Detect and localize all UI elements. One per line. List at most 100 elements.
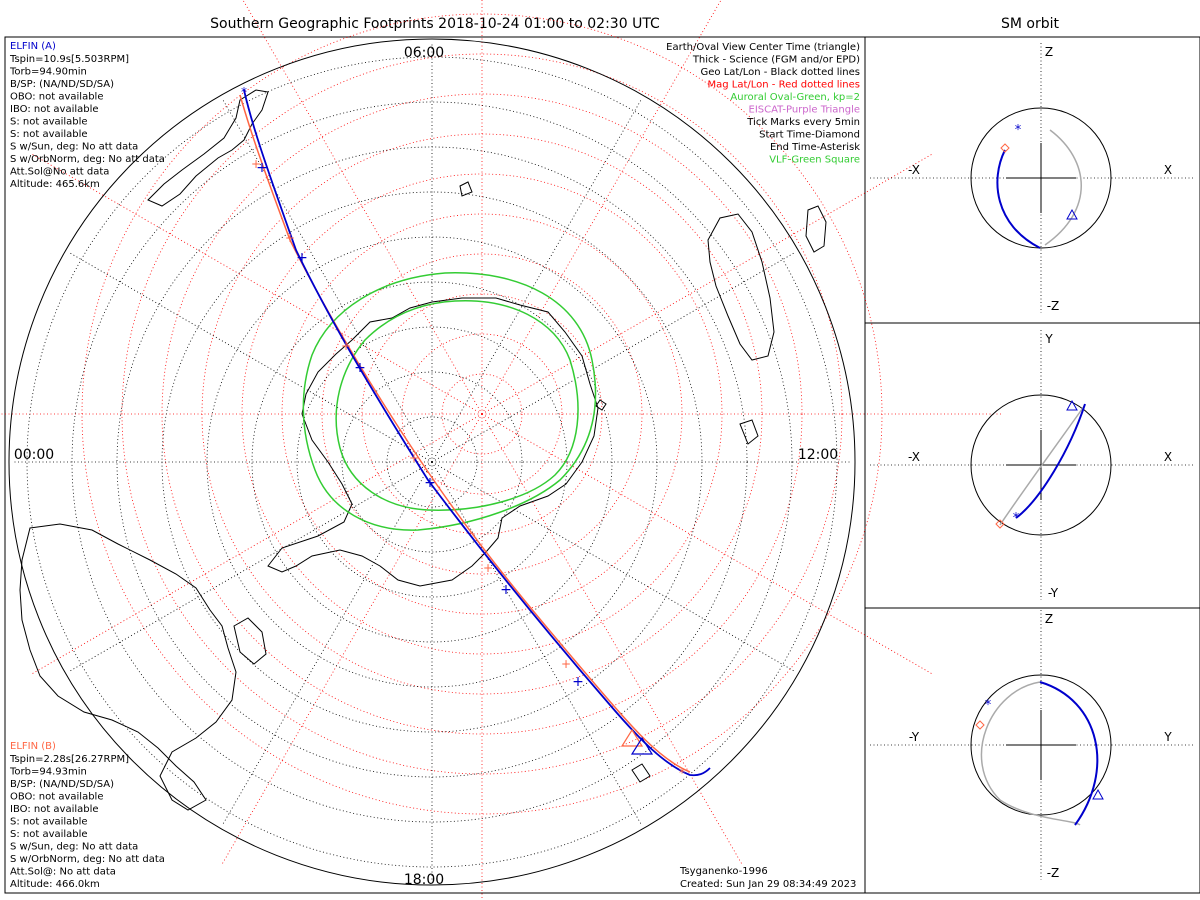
tick-mark: + (354, 360, 366, 376)
orbit-track (1039, 681, 1099, 826)
clock-label-right: 12:00 (798, 447, 838, 463)
elfin-a-label: ELFIN (A) (10, 41, 56, 52)
mag-lat-circle (121, 53, 843, 775)
mag-lat-circle (241, 173, 723, 655)
view-center-triangle (630, 736, 654, 755)
info-line: Att.Sol@: No att data (10, 867, 116, 878)
orbit-track (1015, 403, 1086, 519)
orbit-diamond (1000, 143, 1010, 153)
orbit-shadow (999, 404, 1086, 526)
australia-coastline (19, 523, 237, 811)
antarctica-coastline (267, 297, 599, 587)
info-line: S: not available (10, 817, 88, 828)
mag-lon-line (481, 413, 743, 865)
mag-lat-circle (161, 93, 803, 735)
orbit-track (996, 149, 1041, 249)
info-line: Altitude: 465.6km (10, 179, 100, 190)
legend-entry: End Time-Asterisk (770, 142, 860, 153)
elfin-b-info: ELFIN (B) Tspin=2.28s[26.27RPM] Torb=94.9… (9, 741, 165, 890)
info-line: IBO: not available (10, 804, 99, 815)
sm-orbit-panels: * Z -Z -X X * Y -Y -X X * Z -Z -Y Y (870, 43, 1195, 880)
mag-lat-circle (321, 253, 643, 575)
earth-circle (970, 674, 1112, 816)
info-line: S w/OrbNorm, deg: No att data (10, 154, 165, 165)
mag-lon-line (481, 153, 933, 415)
auroral-oval-inner (335, 299, 579, 511)
sm-axis-label: -Z (1047, 299, 1060, 313)
sm-axis-label: Y (1163, 730, 1172, 744)
view-center-triangle-b (620, 728, 644, 747)
earth-circle (970, 107, 1112, 249)
auroral-oval-outer (302, 272, 597, 531)
tick-mark-b: + (561, 657, 571, 671)
orbit-diamond (995, 519, 1005, 529)
legend-entry: Tick Marks every 5min (746, 117, 860, 128)
tick-mark: + (296, 250, 308, 266)
sm-axis-label: -Y (909, 730, 920, 744)
info-line: Tspin=2.28s[26.27RPM] (9, 754, 129, 765)
orbit-triangle (1066, 208, 1078, 220)
tick-mark-b: + (341, 339, 351, 353)
info-line: Torb=94.90min (9, 67, 87, 78)
island-coastline (631, 763, 651, 783)
info-line: S w/Sun, deg: No att data (10, 842, 138, 853)
info-line: S: not available (10, 117, 88, 128)
sm-panel: * Y -Y -X X (870, 330, 1195, 600)
orbit-asterisk: * (985, 698, 992, 713)
model-label: Tsyganenko-1996 (679, 866, 768, 877)
legend-entry: VLF-Green Square (769, 155, 860, 166)
clock-label-bottom: 18:00 (404, 872, 444, 888)
geo-lon-line (68, 251, 433, 463)
legend-entry: Auroral Oval-Green, kp=2 (730, 92, 860, 103)
info-line: B/SP: (NA/ND/SD/SA) (10, 79, 114, 90)
orbit-triangle (1066, 399, 1078, 411)
info-line: Tspin=10.9s[5.503RPM] (9, 54, 129, 65)
mag-lon-line (481, 0, 722, 415)
orbit-triangle (1092, 788, 1104, 800)
footprint-tracks (239, 89, 711, 777)
start-asterisk: * (241, 85, 247, 99)
africa-coastline (707, 213, 775, 361)
mag-lon-line (31, 413, 483, 675)
legend: Earth/Oval View Center Time (triangle) Th… (666, 42, 860, 166)
info-line: S: not available (10, 129, 88, 140)
orbit-shadow (1044, 129, 1082, 246)
legend-entry: Mag Lat/Lon - Red dotted lines (707, 80, 860, 91)
geo-lon-line (431, 461, 796, 673)
mag-lat-circle (401, 333, 563, 495)
geo-lon-line (68, 461, 433, 673)
legend-entry: EISCAT-Purple Triangle (749, 105, 861, 116)
info-line: Att.Sol@No att data (10, 167, 109, 178)
clock-label-top: 06:00 (404, 45, 444, 61)
orbit-asterisk: * (1013, 511, 1020, 526)
mag-lon-line (221, 413, 483, 865)
info-line: S w/OrbNorm, deg: No att data (10, 854, 165, 865)
sm-axis-label: Y (1044, 332, 1053, 346)
tick-mark-b: + (409, 451, 419, 465)
orbit-shadow (980, 681, 1081, 826)
geo-lon-line (431, 98, 643, 463)
info-line: Torb=94.93min (9, 767, 87, 778)
elfin-a-track (243, 89, 711, 777)
mag-lon-line (31, 153, 483, 415)
geo-lon-line (431, 251, 796, 463)
legend-entry: Geo Lat/Lon - Black dotted lines (701, 67, 860, 78)
sm-axis-label: X (1164, 450, 1172, 464)
geo-lon-line (221, 98, 433, 463)
sm-axis-label: -X (908, 163, 920, 177)
legend-entry: Thick - Science (FGM and/or EPD) (692, 55, 860, 66)
sm-axis-label: -Y (1048, 586, 1059, 600)
end-asterisk-b: * (679, 766, 685, 780)
elfin-b-label: ELFIN (B) (10, 741, 56, 752)
geo-lat-circle (71, 101, 793, 823)
geo-lat-circle (386, 416, 478, 508)
geo-lat-circle (26, 56, 838, 868)
island-coastline (739, 419, 759, 445)
mag-lat-circle (441, 373, 523, 455)
map-frame (4, 36, 866, 894)
sm-orbit-title: SM orbit (1001, 16, 1060, 32)
mag-lon-line (481, 413, 933, 675)
earth-circle (970, 394, 1112, 536)
sm-panel: * Z -Z -Y Y (870, 610, 1195, 880)
